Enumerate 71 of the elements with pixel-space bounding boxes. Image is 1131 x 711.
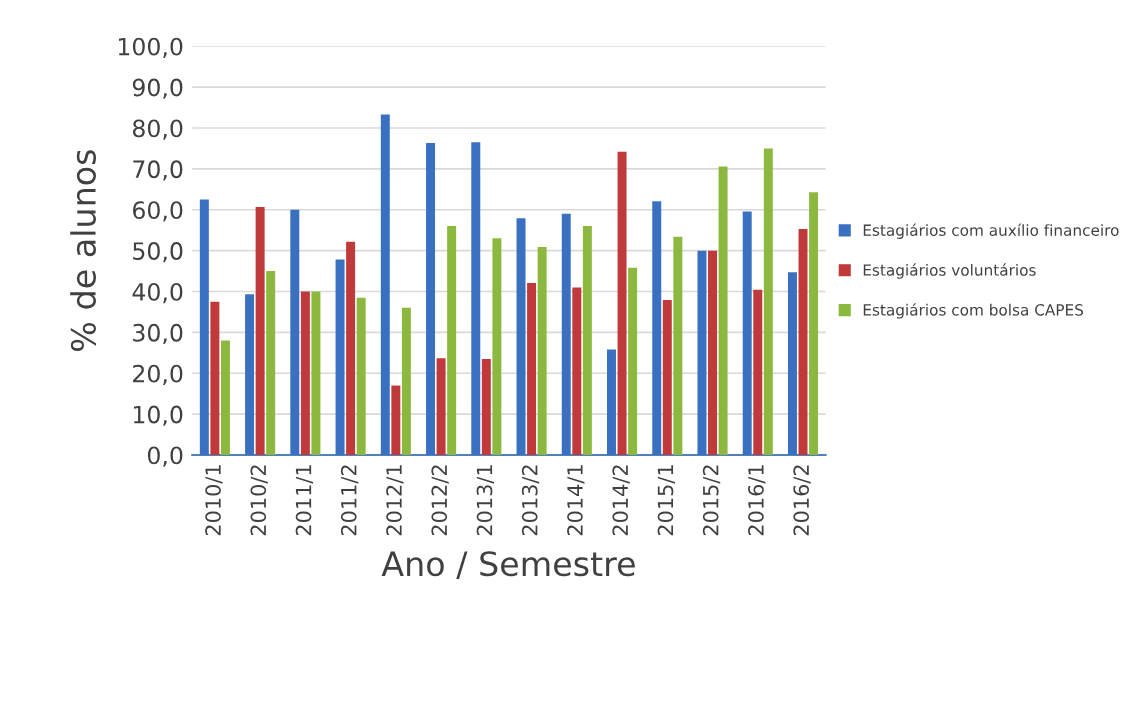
bar	[210, 301, 220, 456]
legend-label: Estagiários voluntários	[863, 263, 1036, 279]
bar	[346, 241, 356, 456]
y-tick-label: 90,0	[132, 78, 183, 99]
bar	[809, 192, 819, 456]
bar	[481, 358, 491, 456]
y-tick-label: 30,0	[133, 323, 183, 345]
bar	[561, 213, 571, 456]
bar	[290, 209, 300, 456]
x-tick-label: 2012/2	[431, 465, 449, 536]
bar	[787, 272, 797, 456]
legend-label: Estagiários com bolsa CAPES	[863, 303, 1084, 319]
bar	[220, 340, 230, 456]
bar	[753, 289, 763, 456]
y-tick-label: 60,0	[133, 201, 183, 222]
x-tick-label: 2011/2	[340, 465, 359, 536]
x-tick-label: 2010/2	[250, 465, 268, 536]
x-tick-label: 2015/1	[657, 465, 675, 536]
y-axis-title: % de alunos	[70, 150, 96, 351]
bar	[426, 143, 436, 456]
bar	[572, 287, 582, 456]
bar	[266, 271, 276, 456]
bar	[199, 199, 209, 456]
y-tick-label: 10,0	[133, 405, 183, 426]
bar	[628, 267, 638, 456]
bar	[391, 385, 401, 456]
bar	[255, 206, 265, 456]
y-tick-label: 0,0	[147, 446, 183, 467]
x-tick-label: 2016/2	[793, 465, 811, 536]
x-tick-label: 2014/2	[612, 465, 630, 536]
bar	[673, 236, 683, 456]
bar	[763, 148, 773, 456]
x-tick-label: 2016/1	[748, 465, 766, 536]
bar	[607, 349, 616, 456]
x-tick-label: 2014/1	[567, 465, 585, 536]
bar	[718, 166, 728, 456]
bar	[245, 294, 255, 456]
bar	[311, 291, 321, 456]
x-tick-label: 2013/2	[521, 465, 540, 536]
bar	[582, 226, 592, 456]
bar	[335, 259, 345, 456]
bar	[300, 291, 310, 456]
y-tick-label: 50,0	[133, 242, 183, 263]
y-tick-label: 80,0	[132, 119, 183, 140]
bar	[436, 358, 446, 456]
y-tick-label: 40,0	[132, 282, 183, 304]
x-tick-label: 2010/1	[205, 465, 223, 536]
bar	[401, 307, 411, 456]
bar	[356, 297, 366, 456]
y-tick-label: 20,0	[133, 364, 183, 385]
x-axis-title: Ano / Semestre	[381, 551, 635, 579]
legend-label: Estagiários com auxílio financeiro	[863, 223, 1119, 239]
bar	[492, 238, 502, 456]
bar	[652, 201, 662, 456]
bar	[527, 282, 537, 456]
bar	[708, 250, 718, 456]
bar	[447, 226, 457, 456]
bar	[471, 142, 481, 456]
bar	[697, 250, 707, 456]
x-tick-label: 2015/2	[702, 465, 721, 536]
bar	[742, 211, 752, 456]
bar	[662, 300, 672, 456]
x-tick-label: 2012/1	[386, 465, 404, 536]
bar	[516, 218, 526, 456]
x-tick-label: 2011/1	[295, 465, 314, 536]
x-tick-label: 2013/1	[476, 465, 495, 536]
y-tick-label: 70,0	[133, 160, 183, 181]
bar	[380, 114, 390, 456]
bar	[617, 151, 627, 456]
bar	[537, 246, 547, 456]
y-tick-label: 100,0	[118, 37, 183, 58]
